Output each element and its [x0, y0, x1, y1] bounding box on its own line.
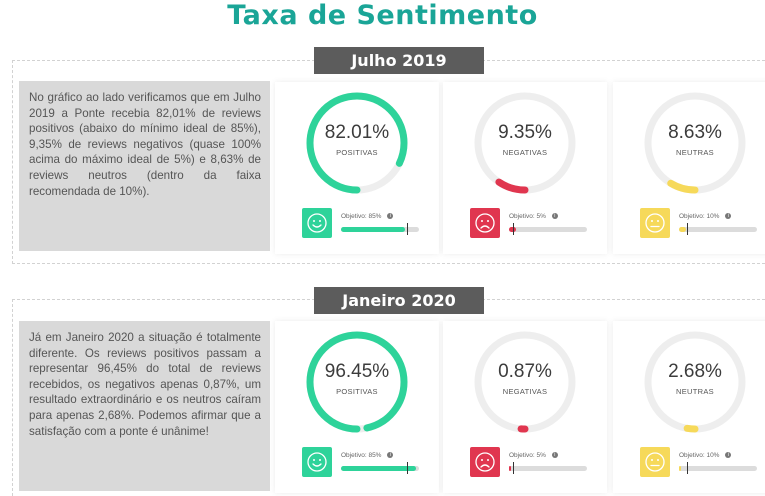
objective-label: Objetivo: 10% i [679, 213, 732, 220]
gauge-value: 2.68% [668, 361, 722, 382]
objective-progress-bar [509, 223, 587, 235]
frown-icon [470, 447, 500, 477]
progress-fill [679, 227, 686, 232]
objective-text: Objetivo: 10% [679, 213, 720, 220]
objective-label: Objetivo: 5% i [509, 452, 558, 459]
gauge-label: NEUTRAS [676, 148, 714, 157]
objective-marker [512, 223, 514, 235]
objective-progress-bar [509, 462, 587, 474]
gauge-arc [644, 331, 746, 433]
objective-label: Objetivo: 85% i [341, 452, 394, 459]
gauge-ring: 2.68% NEUTRAS [640, 327, 750, 437]
objective-progress-bar [341, 223, 419, 235]
objective-progress-bar [341, 462, 419, 474]
gauge-label: POSITIVAS [336, 387, 378, 396]
gauge-value: 0.87% [498, 361, 552, 382]
gauge-arc [306, 331, 408, 433]
page-title: Taxa de Sentimento [227, 0, 538, 31]
objective-progress-bar [679, 462, 757, 474]
sentiment-card-positive: 96.45% POSITIVAS Objetivo: 85% i [275, 321, 439, 493]
gauge-ring: 8.63% NEUTRAS [640, 88, 750, 198]
progress-fill [509, 227, 517, 232]
objective-progress-bar [679, 223, 757, 235]
objective-text: Objetivo: 85% [341, 213, 382, 220]
info-icon[interactable]: i [725, 452, 732, 459]
progress-fill [341, 466, 417, 471]
gauge-label: NEGATIVAS [502, 148, 548, 157]
neutral-face-icon [640, 447, 670, 477]
objective-text: Objetivo: 5% [509, 213, 546, 220]
smile-icon [302, 208, 332, 238]
sentiment-card-neutral: 2.68% NEUTRAS Objetivo: 10% i [613, 321, 765, 493]
sentiment-card-neutral: 8.63% NEUTRAS Objetivo: 10% i [613, 82, 765, 254]
gauge-ring: 96.45% POSITIVAS [302, 327, 412, 437]
gauge-label: NEGATIVAS [502, 387, 548, 396]
smile-icon [302, 447, 332, 477]
objective-marker [686, 462, 688, 474]
objective-text: Objetivo: 10% [679, 452, 720, 459]
sentiment-card-positive: 82.01% POSITIVAS Objetivo: 85% i [275, 82, 439, 254]
objective-text: Objetivo: 85% [341, 452, 382, 459]
gauge-label: NEUTRAS [676, 387, 714, 396]
progress-fill [679, 466, 682, 471]
neutral-face-icon [640, 208, 670, 238]
objective-label: Objetivo: 85% i [341, 213, 394, 220]
gauge-arc [306, 92, 408, 194]
summary-text: No gráfico ao lado verificamos que em Ju… [19, 81, 270, 251]
info-icon[interactable]: i [387, 452, 394, 459]
objective-marker [407, 223, 409, 235]
period-label: Julho 2019 [314, 47, 484, 74]
gauge-ring: 0.87% NEGATIVAS [470, 327, 580, 437]
objective-marker [512, 462, 514, 474]
gauge-arc [644, 92, 746, 194]
info-icon[interactable]: i [551, 213, 558, 220]
info-icon[interactable]: i [725, 213, 732, 220]
sentiment-card-negative: 0.87% NEGATIVAS Objetivo: 5% i [443, 321, 607, 493]
info-icon[interactable]: i [387, 213, 394, 220]
summary-text: Já em Janeiro 2020 a situação é totalmen… [19, 321, 270, 491]
gauge-ring: 9.35% NEGATIVAS [470, 88, 580, 198]
gauge-value: 82.01% [324, 122, 390, 143]
gauge-value: 9.35% [498, 122, 552, 143]
gauge-arc [474, 92, 576, 194]
objective-marker [686, 223, 688, 235]
gauge-arc [474, 331, 576, 433]
objective-marker [407, 462, 409, 474]
gauge-ring: 82.01% POSITIVAS [302, 88, 412, 198]
objective-label: Objetivo: 10% i [679, 452, 732, 459]
gauge-value: 8.63% [668, 122, 722, 143]
progress-fill [341, 227, 405, 232]
sentiment-card-negative: 9.35% NEGATIVAS Objetivo: 5% i [443, 82, 607, 254]
gauge-value: 96.45% [324, 361, 390, 382]
objective-text: Objetivo: 5% [509, 452, 546, 459]
info-icon[interactable]: i [551, 452, 558, 459]
objective-label: Objetivo: 5% i [509, 213, 558, 220]
progress-fill [509, 466, 512, 471]
gauge-label: POSITIVAS [336, 148, 378, 157]
period-label: Janeiro 2020 [314, 287, 484, 314]
frown-icon [470, 208, 500, 238]
